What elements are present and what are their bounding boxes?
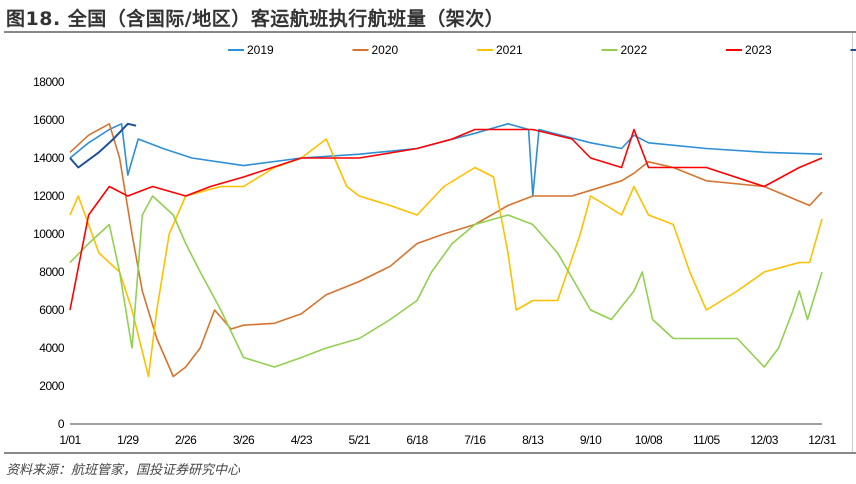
y-tick-label: 8000 (39, 265, 65, 279)
x-tick-label: 3/26 (233, 433, 255, 447)
chart-title: 图18. 全国（含国际/地区）客运航班执行航班量（架次） (6, 8, 505, 30)
y-tick-label: 6000 (39, 303, 65, 317)
legend-label-2021: 2021 (496, 43, 523, 57)
series-line-2020 (69, 123, 823, 378)
x-tick-label: 12/31 (808, 433, 836, 447)
y-tick-label: 2000 (39, 379, 65, 393)
legend: 201920202021202220232024 (228, 43, 856, 57)
series-line-2024 (69, 122, 137, 169)
y-tick-label: 18000 (33, 75, 65, 89)
x-tick-label: 2/26 (175, 433, 197, 447)
legend-label-2020: 2020 (372, 43, 399, 57)
x-tick-label: 11/05 (693, 433, 720, 447)
legend-label-2019: 2019 (247, 43, 274, 57)
x-tick-label: 5/21 (349, 433, 371, 447)
y-tick-label: 14000 (33, 151, 65, 165)
x-tick-label: 8/13 (522, 433, 544, 447)
series-lines (69, 122, 823, 378)
source-note: 资料来源：航班管家，国投证券研究中心 (6, 463, 241, 478)
bottom-divider (4, 452, 856, 454)
y-tick-label: 4000 (39, 341, 65, 355)
series-line-2022 (69, 195, 823, 368)
x-tick-label: 1/29 (117, 433, 139, 447)
legend-label-2022: 2022 (621, 43, 648, 57)
x-tick-label: 12/03 (750, 433, 778, 447)
x-tick-label: 10/08 (635, 433, 663, 447)
series-line-2023 (69, 128, 823, 311)
top-divider (4, 31, 856, 33)
right-border (852, 33, 853, 453)
y-tick-label: 0 (58, 417, 65, 431)
y-tick-label: 10000 (33, 227, 65, 241)
x-tick-label: 9/10 (580, 433, 602, 447)
x-tick-label: 7/16 (464, 433, 486, 447)
legend-label-2023: 2023 (745, 43, 772, 57)
series-line-2021 (69, 138, 823, 378)
x-tick-label: 4/23 (291, 433, 313, 447)
x-tick-label: 6/18 (406, 433, 428, 447)
axes: 0 2000 4000 6000 8000 10000 12000 14000 16000 180… (33, 75, 837, 447)
y-tick-label: 12000 (33, 189, 65, 203)
x-tick-label: 1/01 (59, 433, 81, 447)
y-tick-label: 16000 (33, 113, 65, 127)
